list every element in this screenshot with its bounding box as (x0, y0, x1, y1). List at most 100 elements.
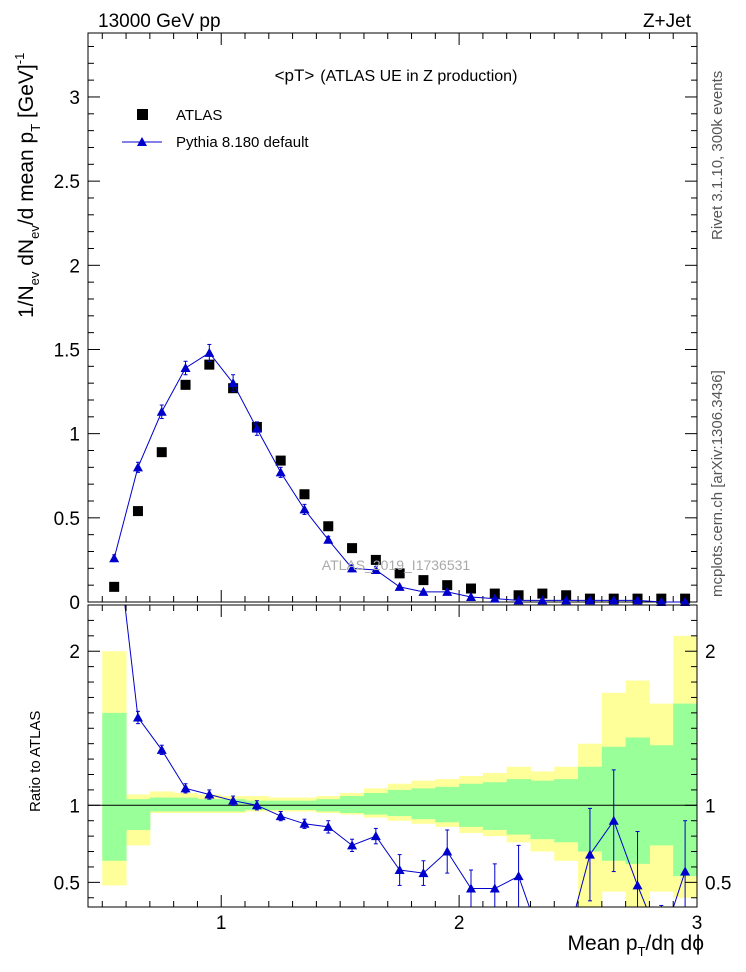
main-ytick-label: 1.5 (54, 340, 80, 361)
atlas-point (323, 521, 334, 532)
main-ylabel: 1/Nev dNev/d mean pT [GeV]-1 (12, 53, 43, 318)
rivet-note: Rivet 3.1.10, 300k events (709, 71, 726, 240)
pythia-point (442, 586, 453, 596)
atlas-point (513, 590, 524, 601)
band-inner (102, 712, 127, 861)
ratio-point (299, 818, 310, 828)
atlas-point (109, 581, 120, 592)
pythia-point (537, 595, 548, 605)
ratio-point (584, 849, 595, 859)
ratio-point (394, 865, 405, 875)
ratio-ylabel: Ratio to ATLAS (27, 711, 44, 812)
pythia-point (632, 595, 643, 605)
ratio-point (132, 712, 143, 722)
pythia-point (251, 423, 262, 433)
ratio-point (418, 868, 429, 878)
ratio-point (323, 821, 334, 831)
pythia-point (347, 563, 358, 573)
band-inner (435, 786, 460, 823)
pythia-point (228, 378, 239, 388)
pythia-point (180, 363, 191, 373)
ratio-xtick-label: 2 (454, 913, 465, 934)
ratio-ytick-label: 2 (69, 642, 80, 663)
ratio-point (156, 744, 167, 754)
pythia-point (418, 586, 429, 596)
legend-marker-pythia (137, 137, 147, 146)
band-inner (411, 788, 436, 820)
legend-label-atlas: ATLAS (176, 107, 222, 124)
atlas-point (489, 588, 500, 599)
header-right: Z+Jet (643, 11, 692, 32)
main-ytick-label: 1 (69, 425, 80, 446)
main-ytick-label: 0.5 (54, 509, 80, 530)
pythia-point (275, 467, 286, 477)
ratio-point (632, 880, 643, 890)
pythia-point (561, 595, 572, 605)
atlas-point (156, 447, 167, 458)
pythia-point (323, 534, 334, 544)
pythia-point (394, 581, 405, 591)
atlas-point (394, 568, 405, 579)
ratio-point (275, 811, 286, 821)
main-panel: 0 0.5 1 1.5 2 2.5 3 (54, 32, 698, 614)
ratio-ytick-label-right: 1 (705, 796, 716, 817)
ratio-xtick-label: 1 (216, 913, 227, 934)
band-inner (387, 789, 413, 817)
band-inner (649, 745, 674, 846)
pythia-point (466, 591, 477, 601)
pythia-point (299, 504, 310, 514)
watermark: ATLAS_2019_I1736531 (322, 557, 471, 573)
pythia-point (132, 462, 143, 472)
pythia-point (109, 553, 120, 563)
ratio-ytick-label: 1 (69, 796, 80, 817)
atlas-point (561, 590, 572, 601)
legend: ATLAS Pythia 8.180 default (122, 107, 309, 151)
ratio-point (489, 883, 500, 893)
ratio-point (370, 831, 381, 841)
band-inner (482, 782, 508, 830)
atlas-point (466, 583, 477, 594)
pythia-point (584, 595, 595, 605)
ratio-panel: 0.5 0.5 1 1 2 2 1 2 3 (54, 604, 731, 934)
ratio-ytick-label: 0.5 (54, 873, 80, 894)
band-inner (149, 797, 175, 812)
atlas-point (418, 575, 429, 586)
atlas-point (180, 379, 191, 390)
band-inner (173, 797, 198, 812)
pythia-point (513, 595, 524, 605)
pythia-point (656, 597, 667, 606)
xlabel: Mean pT/dη dϕ (568, 932, 704, 959)
header-left: 13000 GeV pp (98, 11, 221, 32)
chart-title: <pT> (ATLAS UE in Z production) (275, 66, 518, 85)
main-ytick-label: 3 (69, 88, 80, 109)
ratio-point (347, 840, 358, 850)
atlas-point (132, 506, 143, 517)
ratio-xtick-label: 3 (692, 913, 703, 934)
main-frame (87, 32, 698, 603)
atlas-point (442, 580, 453, 591)
atlas-point (370, 554, 381, 565)
band-inner (363, 792, 389, 815)
pythia-point (204, 347, 215, 357)
ratio-point (204, 789, 215, 799)
ratio-point (513, 871, 524, 881)
atlas-point (347, 543, 358, 554)
band-inner (554, 779, 579, 843)
band-inner (506, 779, 531, 835)
legend-label-pythia: Pythia 8.180 default (176, 134, 309, 151)
ratio-point (180, 783, 191, 793)
main-ytick-label: 2.5 (54, 172, 80, 193)
main-ytick-label: 0 (69, 593, 80, 614)
main-ytick-label: 2 (69, 256, 80, 277)
band-inner (673, 703, 697, 877)
ratio-point (680, 866, 691, 876)
ratio-ytick-label-right: 0.5 (705, 873, 731, 894)
ratio-ytick-label-right: 2 (705, 642, 716, 663)
ratio-frame (87, 604, 698, 908)
pythia-point (489, 593, 500, 603)
atlas-point (204, 359, 215, 370)
atlas-point (275, 455, 286, 466)
band-inner (340, 796, 365, 814)
atlas-point (299, 489, 310, 500)
